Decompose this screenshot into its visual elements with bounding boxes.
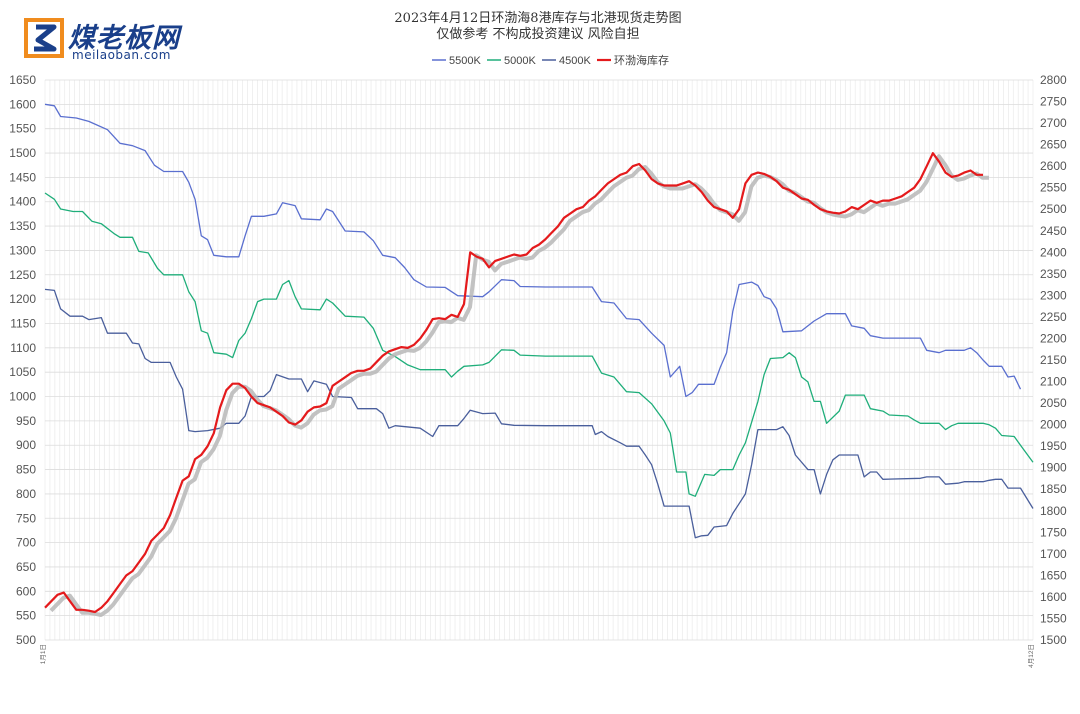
y-left-tick-label: 1100 <box>10 341 36 355</box>
y-right-tick-label: 2550 <box>1040 181 1067 195</box>
y-left-tick-label: 550 <box>16 609 36 623</box>
y-left-tick-label: 1550 <box>9 122 36 136</box>
series-line-5500k <box>44 103 1022 398</box>
y-right-tick-label: 1550 <box>1040 611 1067 625</box>
y-left-tick-label: 1350 <box>9 219 36 233</box>
y-left-tick-label: 1150 <box>10 316 36 330</box>
x-axis: 1月1日 4月12日 <box>39 644 1035 668</box>
y-left-tick-label: 1600 <box>9 97 36 111</box>
y-right-tick-label: 1650 <box>1040 568 1067 582</box>
y-right-tick-label: 2500 <box>1040 202 1067 216</box>
y-right-tick-label: 2650 <box>1040 138 1067 152</box>
y-left-tick-label: 1000 <box>9 390 36 404</box>
y-left-tick-label: 1300 <box>9 243 36 257</box>
y-right-tick-label: 2100 <box>1040 375 1067 389</box>
site-logo: 煤老板网 meilaoban.com <box>24 18 224 64</box>
y-left-tick-label: 950 <box>16 414 36 428</box>
y-right-tick-label: 2400 <box>1040 245 1067 259</box>
y-left-tick-label: 750 <box>16 511 36 525</box>
y-right-tick-label: 2300 <box>1040 288 1067 302</box>
y-right-tick-label: 1750 <box>1040 525 1067 539</box>
series-line-4500k <box>44 288 1034 539</box>
series-line-5000k <box>44 192 1034 497</box>
logo-text-en: meilaoban.com <box>72 48 171 62</box>
chart-legend: 5500K 5000K 4500K 环渤海库存 <box>432 53 669 67</box>
y-left-tick-label: 1500 <box>9 146 36 160</box>
y-right-tick-label: 2700 <box>1040 116 1067 130</box>
y-left-tick-label: 800 <box>16 487 36 501</box>
y-left-tick-label: 1250 <box>9 268 36 282</box>
chart-series <box>44 103 1034 617</box>
y-left-tick-label: 700 <box>16 536 36 550</box>
y-axis-right: 1500 1550 1600 1650 1700 1750 1800 1850 1900 1950… <box>1040 73 1067 647</box>
y-axis-left: 500 550 600 650 700 750 800 850 900 950 1000 1050 11… <box>9 73 36 647</box>
y-right-tick-label: 1950 <box>1040 439 1067 453</box>
y-right-tick-label: 2600 <box>1040 159 1067 173</box>
y-right-tick-label: 2800 <box>1040 73 1067 87</box>
series-line-inventory <box>44 152 983 614</box>
y-left-tick-label: 650 <box>16 560 36 574</box>
y-right-tick-label: 2750 <box>1040 95 1067 109</box>
chart-title: 2023年4月12日环渤海8港库存与北港现货走势图 <box>394 10 681 26</box>
y-right-tick-label: 1600 <box>1040 590 1067 604</box>
legend-label: 4500K <box>559 55 591 67</box>
y-left-tick-label: 850 <box>16 463 36 477</box>
y-left-tick-label: 1050 <box>9 365 36 379</box>
y-right-tick-label: 2200 <box>1040 331 1067 345</box>
y-right-tick-label: 2050 <box>1040 396 1067 410</box>
y-right-tick-label: 1500 <box>1040 633 1067 647</box>
logo-text-cn: 煤老板网 <box>68 23 180 54</box>
y-left-tick-label: 1650 <box>9 73 36 87</box>
logo-mark-icon <box>24 18 64 58</box>
chart-grid <box>44 79 1034 641</box>
legend-label: 5000K <box>504 55 536 67</box>
y-right-tick-label: 1900 <box>1040 461 1067 475</box>
y-left-tick-label: 1400 <box>9 195 36 209</box>
y-right-tick-label: 2000 <box>1040 418 1067 432</box>
y-left-tick-label: 500 <box>16 633 36 647</box>
x-tick-label: 4月12日 <box>1027 644 1035 668</box>
legend-label: 5500K <box>449 55 481 67</box>
y-right-tick-label: 2450 <box>1040 224 1067 238</box>
y-left-tick-label: 900 <box>16 438 36 452</box>
y-right-tick-label: 1700 <box>1040 547 1067 561</box>
y-right-tick-label: 2350 <box>1040 267 1067 281</box>
series-shadow-line <box>49 154 989 617</box>
y-right-tick-label: 2150 <box>1040 353 1067 367</box>
y-right-tick-label: 1800 <box>1040 504 1067 518</box>
y-left-tick-label: 1450 <box>9 170 36 184</box>
y-right-tick-label: 1850 <box>1040 482 1067 496</box>
chart-subtitle: 仅做参考 不构成投资建议 风险自担 <box>436 26 639 42</box>
legend-label: 环渤海库存 <box>614 53 669 67</box>
x-tick-label: 1月1日 <box>39 644 47 664</box>
y-left-tick-label: 600 <box>16 584 36 598</box>
y-left-tick-label: 1200 <box>9 292 36 306</box>
y-right-tick-label: 2250 <box>1040 310 1067 324</box>
